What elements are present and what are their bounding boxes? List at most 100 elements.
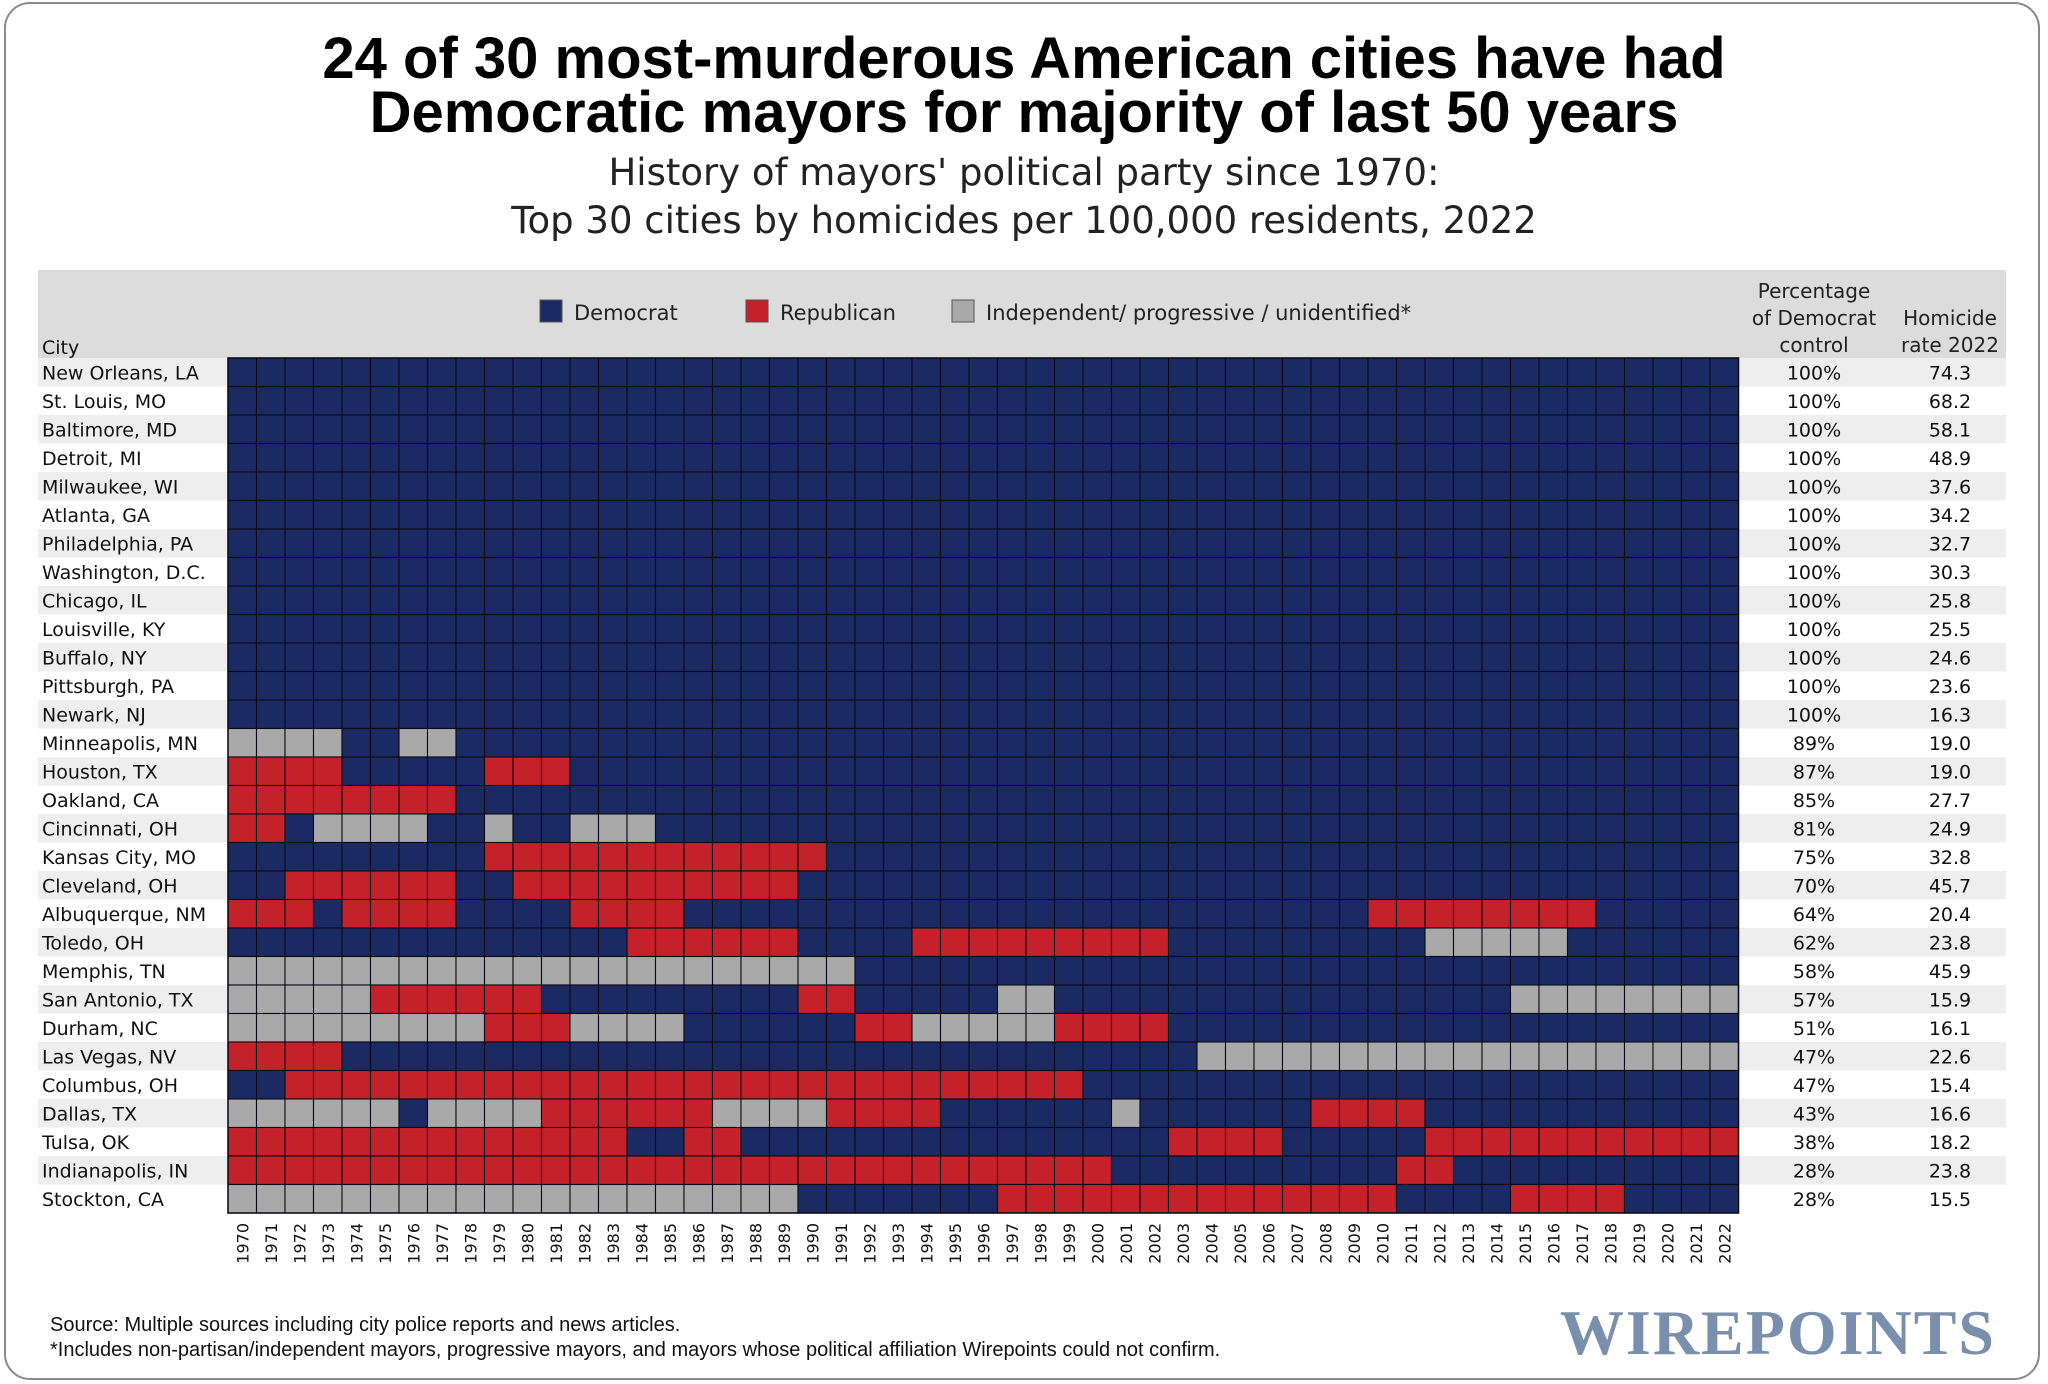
heatmap-cell [1424,870,1455,901]
heatmap-cell [939,699,970,730]
heatmap-cell [626,1155,657,1186]
heatmap-cell [882,984,913,1015]
heatmap-cell [1452,813,1483,844]
heatmap-cell [683,1126,714,1157]
heatmap-cell [1025,756,1056,787]
heatmap-cell [1139,670,1170,701]
heatmap-cell [540,556,571,587]
rate-value: 24.6 [1929,647,1971,669]
heatmap-cell [882,699,913,730]
heatmap-cell [341,1126,372,1157]
heatmap-cell [825,813,856,844]
heatmap-cell [1595,471,1626,502]
heatmap-cell [1623,813,1654,844]
heatmap-cell [284,670,315,701]
heatmap-cell [683,841,714,872]
heatmap-cell [284,756,315,787]
heatmap-cell [711,813,742,844]
heatmap-cell [369,784,400,815]
heatmap-cell [711,385,742,416]
year-tick-label: 1973 [319,1223,338,1264]
year-tick-label: 1970 [233,1223,252,1264]
heatmap-cell [1566,870,1597,901]
heatmap-cell [512,955,543,986]
heatmap-cell [1623,528,1654,559]
heatmap-cell [1139,1126,1170,1157]
pct-value: 64% [1793,904,1835,926]
heatmap-cell [711,357,742,388]
heatmap-cell [1452,784,1483,815]
heatmap-cell [1652,385,1683,416]
heatmap-cell [1509,984,1540,1015]
heatmap-cell [1709,984,1740,1015]
heatmap-cell [1595,1126,1626,1157]
heatmap-cell [284,1155,315,1186]
heatmap-cell [1481,841,1512,872]
heatmap-cell [1424,756,1455,787]
heatmap-cell [1025,1041,1056,1072]
heatmap-cell [1224,898,1255,929]
heatmap-cell [398,756,429,787]
heatmap-cell [1652,1041,1683,1072]
heatmap-cell [1053,870,1084,901]
heatmap-cell [683,670,714,701]
heatmap-cell [1167,670,1198,701]
heatmap-cell [483,870,514,901]
heatmap-cell [426,955,457,986]
heatmap-cell [1310,699,1341,730]
heatmap-cell [939,756,970,787]
heatmap-cell [654,784,685,815]
heatmap-cell [1481,1069,1512,1100]
heatmap-cell [711,1098,742,1129]
heatmap-cell [911,357,942,388]
heatmap-cell [1367,1069,1398,1100]
heatmap-cell [797,1041,828,1072]
heatmap-cell [597,898,628,929]
heatmap-cell [369,984,400,1015]
heatmap-cell [1053,927,1084,958]
heatmap-cell [1595,499,1626,530]
heatmap-cell [483,1183,514,1214]
heatmap-cell [654,471,685,502]
heatmap-cell [1139,642,1170,673]
heatmap-cell [711,670,742,701]
heatmap-cell [968,357,999,388]
heatmap-cell [911,613,942,644]
heatmap-cell [1253,784,1284,815]
heatmap-cell [996,556,1027,587]
heatmap-cell [398,841,429,872]
heatmap-cell [1709,927,1740,958]
heatmap-cell [654,898,685,929]
year-tick-label: 1991 [832,1223,851,1264]
heatmap-cell [1566,642,1597,673]
heatmap-cell [540,1183,571,1214]
heatmap-cell [968,984,999,1015]
heatmap-cell [1538,1012,1569,1043]
heatmap-cell [626,984,657,1015]
year-tick-label: 1975 [376,1223,395,1264]
heatmap-cell [768,727,799,758]
heatmap-cell [854,1069,885,1100]
heatmap-cell [825,670,856,701]
heatmap-cell [911,528,942,559]
heatmap-cell [854,1183,885,1214]
heatmap-cell [939,955,970,986]
heatmap-cell [1053,699,1084,730]
heatmap-cell [797,1183,828,1214]
heatmap-cell [569,1183,600,1214]
heatmap-cell [426,1069,457,1100]
heatmap-cell [1196,556,1227,587]
heatmap-cell [1452,556,1483,587]
heatmap-cell [569,1041,600,1072]
heatmap-cell [255,1126,286,1157]
heatmap-cell [825,585,856,616]
heatmap-cell [1424,727,1455,758]
heatmap-cell [1025,442,1056,473]
heatmap-cell [825,442,856,473]
heatmap-cell [683,613,714,644]
heatmap-cell [1566,414,1597,445]
heatmap-cell [996,1069,1027,1100]
heatmap-cell [426,1155,457,1186]
heatmap-cell [1310,585,1341,616]
heatmap-cell [341,613,372,644]
